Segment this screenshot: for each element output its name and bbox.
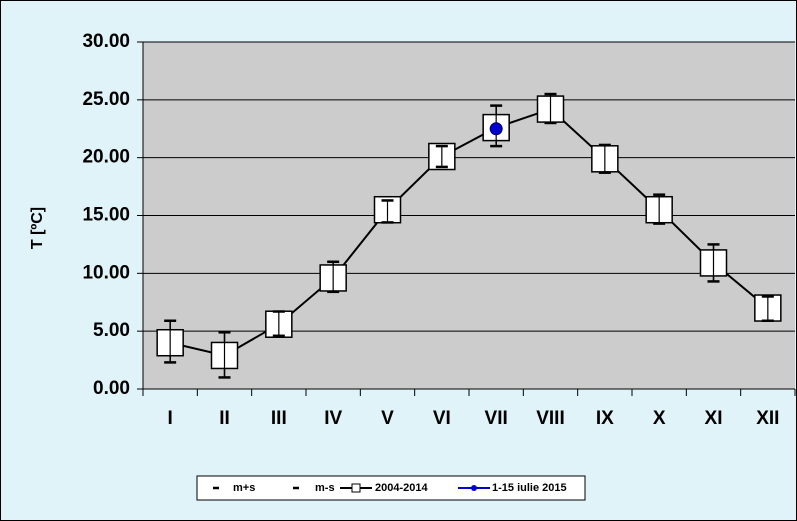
legend-label: 2004-2014 <box>375 482 428 494</box>
y-tick-label: 0.00 <box>93 378 130 399</box>
legend-marker <box>471 485 477 491</box>
x-tick-label: VII <box>485 408 508 429</box>
x-tick-label: I <box>168 408 173 429</box>
legend-label: m+s <box>233 482 255 494</box>
y-tick-label: 30.00 <box>82 31 130 52</box>
legend-box <box>196 475 586 501</box>
x-tick-label: XI <box>705 408 723 429</box>
x-tick-label: IV <box>324 408 342 429</box>
x-tick-label: II <box>219 408 230 429</box>
y-tick-label: 25.00 <box>82 89 130 110</box>
current-marker <box>489 122 503 136</box>
legend-label: 1-15 iulie 2015 <box>492 482 567 494</box>
x-tick-label: IX <box>596 408 614 429</box>
x-tick-label: XII <box>756 408 779 429</box>
y-tick-label: 10.00 <box>82 262 130 283</box>
y-axis-label: T [ºC] <box>29 207 46 249</box>
x-tick-label: V <box>381 408 394 429</box>
legend-marker <box>351 483 361 493</box>
y-tick-label: 15.00 <box>82 205 130 226</box>
x-tick-label: VI <box>433 408 451 429</box>
legend-label: m-s <box>315 482 335 494</box>
x-tick-label: VIII <box>536 408 565 429</box>
y-tick-label: 20.00 <box>82 147 130 168</box>
x-tick-label: X <box>653 408 666 429</box>
x-tick-label: III <box>271 408 287 429</box>
y-tick-label: 5.00 <box>93 320 130 341</box>
